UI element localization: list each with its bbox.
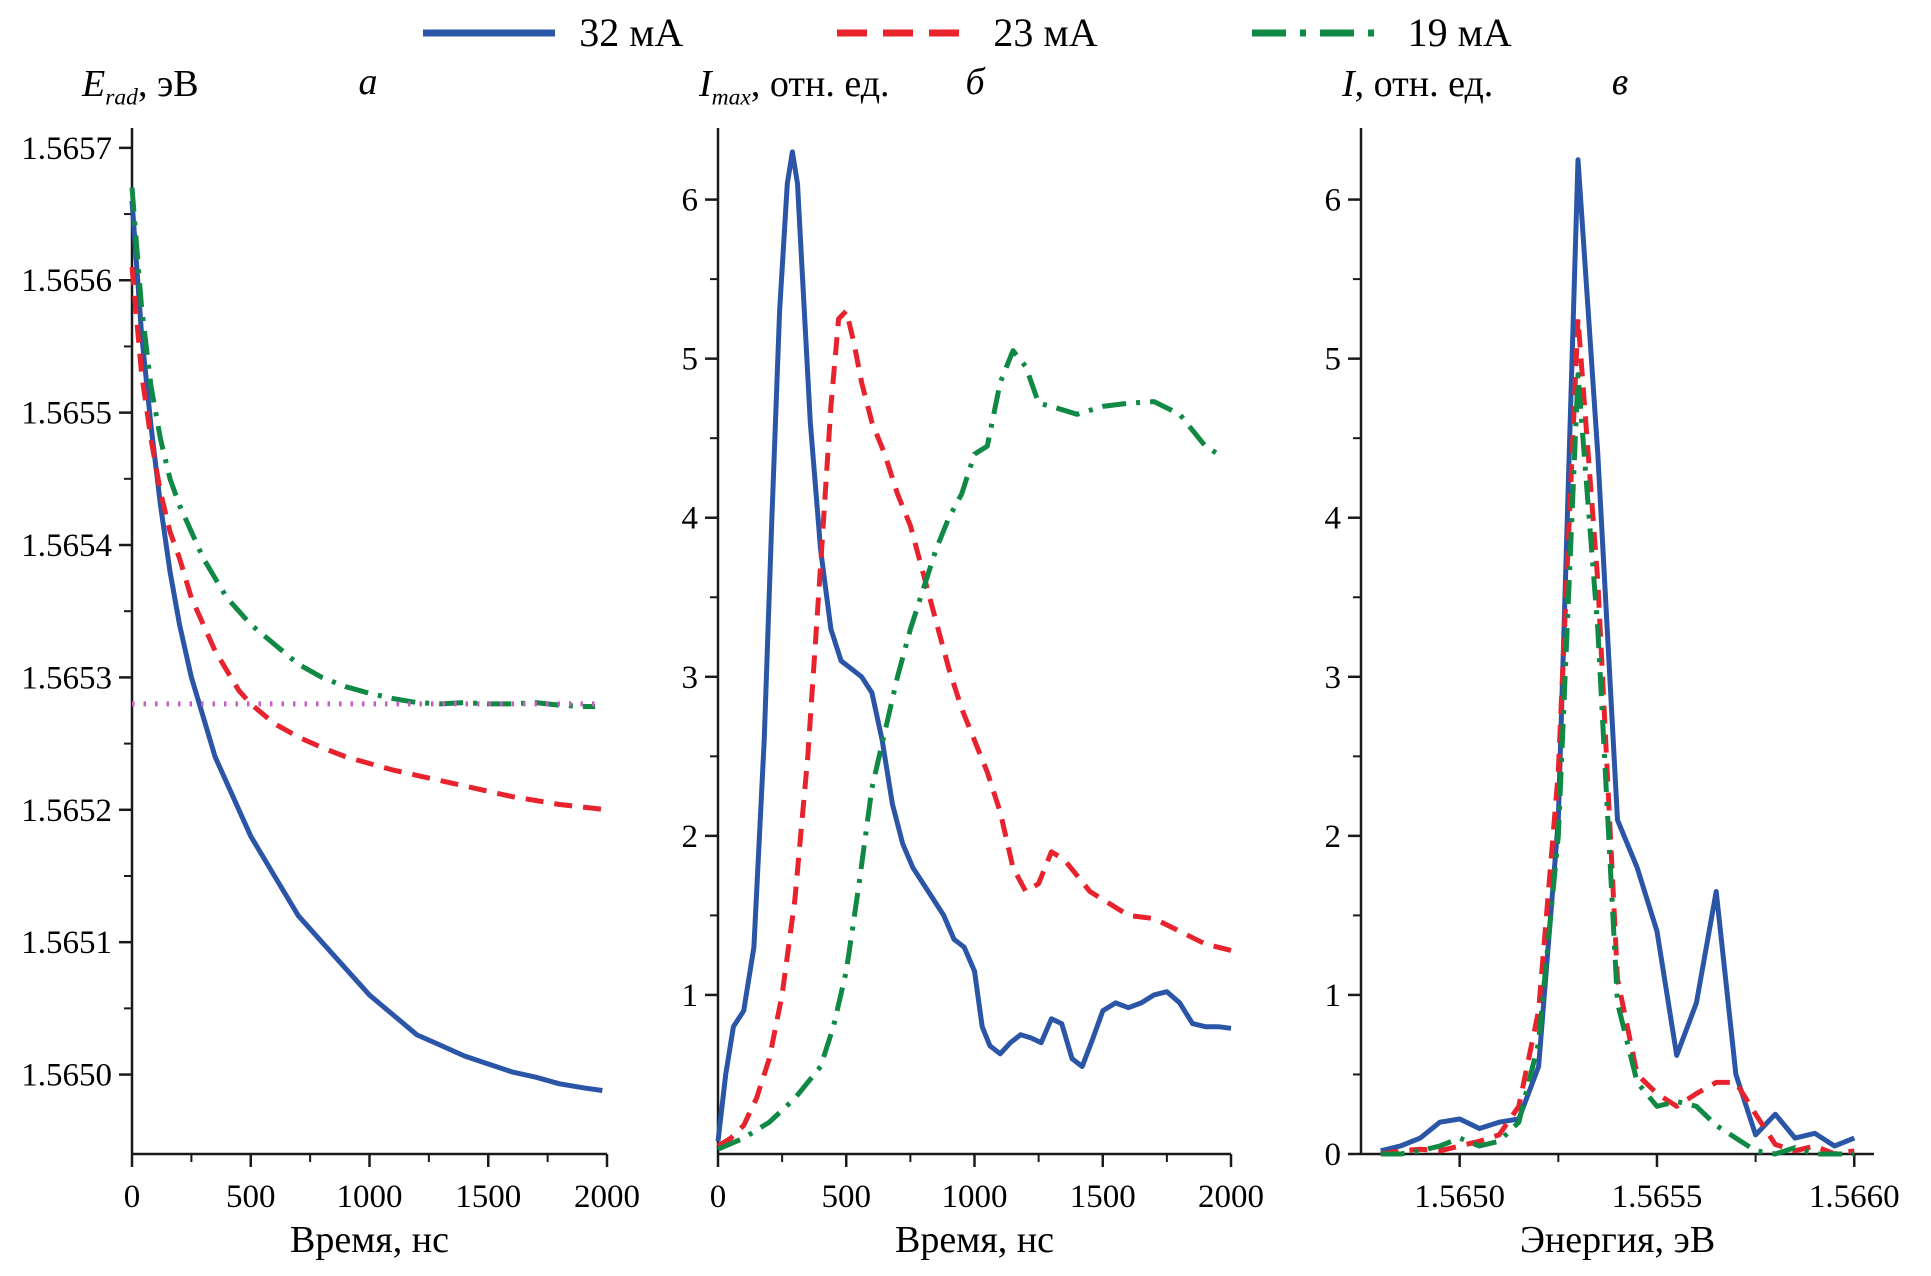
y-tick-label: 0	[1325, 1137, 1342, 1173]
x-tick-label: 500	[822, 1179, 872, 1215]
x-tick-label: 2000	[574, 1179, 640, 1215]
x-tick-label: 0	[124, 1179, 141, 1215]
panel-b-header: Imax, отн. ед. б	[643, 58, 1286, 114]
y-tick-label: 4	[682, 501, 699, 537]
panel-b-plot: 0 500 1000 1500 2000 1 2 3 4 5 6 Время, нс	[682, 128, 1264, 1261]
panel-a: Erad, эВ а 0 500 1000 1500 2000 1.5650 1.5651 1…	[0, 58, 643, 1274]
x-tick-label: 2000	[1198, 1179, 1264, 1215]
y-tick-label: 1.5653	[21, 660, 112, 696]
x-tick-label: 1500	[1070, 1179, 1136, 1215]
legend-line-sample	[1251, 29, 1384, 37]
y-tick-label: 6	[682, 183, 699, 219]
y-tick-label: 5	[682, 342, 699, 378]
panel-c-letter: в	[1611, 61, 1629, 103]
legend-line-sample	[423, 29, 556, 37]
series-32ma-line	[1380, 157, 1856, 1154]
panel-a-header: Erad, эВ а	[0, 58, 643, 114]
legend: 32 мА 23 мА 19 мА	[0, 0, 1931, 58]
x-tick-label: 1.5660	[1809, 1179, 1900, 1215]
y-tick-label: 2	[682, 819, 699, 855]
x-tick-label: 1.5655	[1612, 1179, 1703, 1215]
panel-b: Imax, отн. ед. б 0 500 1000 1500 2000 1 2 3 4 5 6 В…	[643, 58, 1286, 1274]
series-19ma-line	[717, 348, 1220, 1152]
legend-label: 32 мА	[579, 10, 684, 55]
panel-c-y-axis-title: I, отн. ед.	[1342, 63, 1494, 105]
y-tick-label: 1.5650	[21, 1058, 112, 1094]
x-axis-title: Время, нс	[895, 1219, 1054, 1261]
legend-label: 19 мА	[1407, 10, 1512, 55]
series-32ma-line	[715, 149, 1232, 1142]
y-tick-label: 2	[1325, 819, 1342, 855]
legend-item: 23 мА	[833, 10, 1098, 55]
series-32ma-line	[129, 200, 603, 1093]
x-tick-label: 1000	[337, 1179, 403, 1215]
y-tick-label: 1.5654	[21, 528, 112, 564]
x-tick-label: 500	[226, 1179, 276, 1215]
y-tick-label: 3	[682, 660, 699, 696]
y-tick-label: 1.5657	[21, 131, 112, 167]
legend-item: 32 мА	[419, 13, 683, 53]
x-tick-label: 1500	[455, 1179, 521, 1215]
panel-a-plot: 0 500 1000 1500 2000 1.5650 1.5651 1.5652 1.5653…	[21, 128, 640, 1261]
panel-c-header: I, отн. ед. в	[1286, 58, 1929, 114]
y-tick-label: 1.5652	[21, 793, 112, 829]
panel-b-y-axis-title: Imax, отн. ед.	[699, 63, 890, 111]
series-19ma-line	[129, 187, 596, 709]
y-tick-label: 1.5655	[21, 396, 112, 432]
y-tick-label: 5	[1325, 342, 1342, 378]
series-23ma-line	[1380, 316, 1855, 1157]
panel-c: I, отн. ед. в 1.5650 1.5655 1.5660 0 1 2 3 4 5 6 Э…	[1286, 58, 1929, 1274]
x-axis-title: Время, нс	[290, 1219, 449, 1261]
x-tick-label: 1.5650	[1414, 1179, 1505, 1215]
x-tick-label: 1000	[942, 1179, 1008, 1215]
legend-label: 23 мА	[993, 10, 1098, 55]
series-23ma-line	[129, 266, 608, 813]
legend-line-sample	[837, 29, 970, 37]
y-tick-label: 1	[682, 978, 699, 1014]
panel-a-letter: а	[358, 61, 378, 103]
x-axis-title: Энергия, эВ	[1520, 1219, 1715, 1261]
charts-row: Erad, эВ а 0 500 1000 1500 2000 1.5650 1.5651 1…	[0, 58, 1931, 1274]
legend-item: 19 мА	[1248, 13, 1512, 53]
series-19ma-line	[1380, 372, 1855, 1157]
y-tick-label: 4	[1325, 501, 1342, 537]
y-tick-label: 1	[1325, 978, 1342, 1014]
panel-a-y-axis-title: Erad, эВ	[82, 63, 199, 111]
series-23ma-line	[716, 308, 1232, 1149]
y-tick-label: 1.5656	[21, 263, 112, 299]
panel-b-letter: б	[965, 61, 985, 103]
panel-c-plot: 1.5650 1.5655 1.5660 0 1 2 3 4 5 6 Энергия, эВ	[1325, 128, 1900, 1261]
y-tick-label: 3	[1325, 660, 1342, 696]
y-tick-label: 6	[1325, 183, 1342, 219]
x-tick-label: 0	[710, 1179, 727, 1215]
y-tick-label: 1.5651	[21, 925, 112, 961]
